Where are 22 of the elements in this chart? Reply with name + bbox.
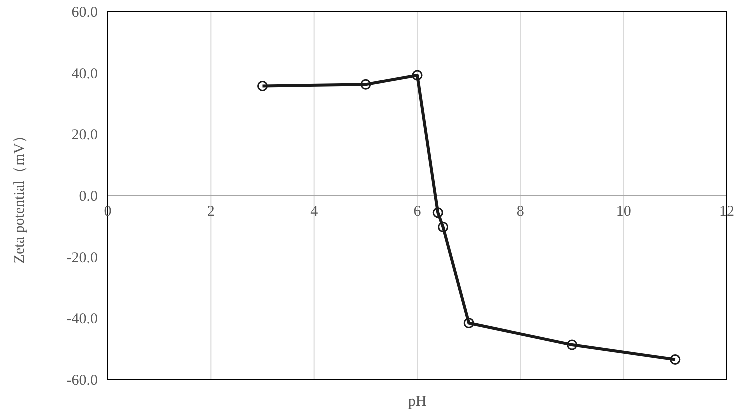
x-tick-label: 10 xyxy=(616,204,632,220)
y-tick-label: -40.0 xyxy=(66,312,98,328)
y-tick-label: -20.0 xyxy=(66,250,98,266)
point xyxy=(567,340,578,350)
y-axis-title: Zeta potential（mV） xyxy=(12,128,28,264)
point xyxy=(360,79,372,90)
x-tick-label: 2 xyxy=(207,204,215,220)
y-tick-label: 60.0 xyxy=(72,5,98,21)
point xyxy=(412,70,423,81)
x-axis-title: pH xyxy=(408,394,427,410)
point xyxy=(438,222,449,233)
y-tick-label: 40.0 xyxy=(72,66,98,82)
y-tick-label: -60.0 xyxy=(66,373,98,389)
point xyxy=(432,208,444,218)
y-tick-label: 0.0 xyxy=(79,189,98,205)
x-tick-label: 4 xyxy=(310,204,319,220)
y-tick-label: 20.0 xyxy=(72,128,98,144)
x-tick-label: 8 xyxy=(516,204,524,220)
point xyxy=(258,80,268,92)
point xyxy=(670,354,681,366)
point xyxy=(464,318,474,329)
x-tick-label: 6 xyxy=(414,204,422,220)
